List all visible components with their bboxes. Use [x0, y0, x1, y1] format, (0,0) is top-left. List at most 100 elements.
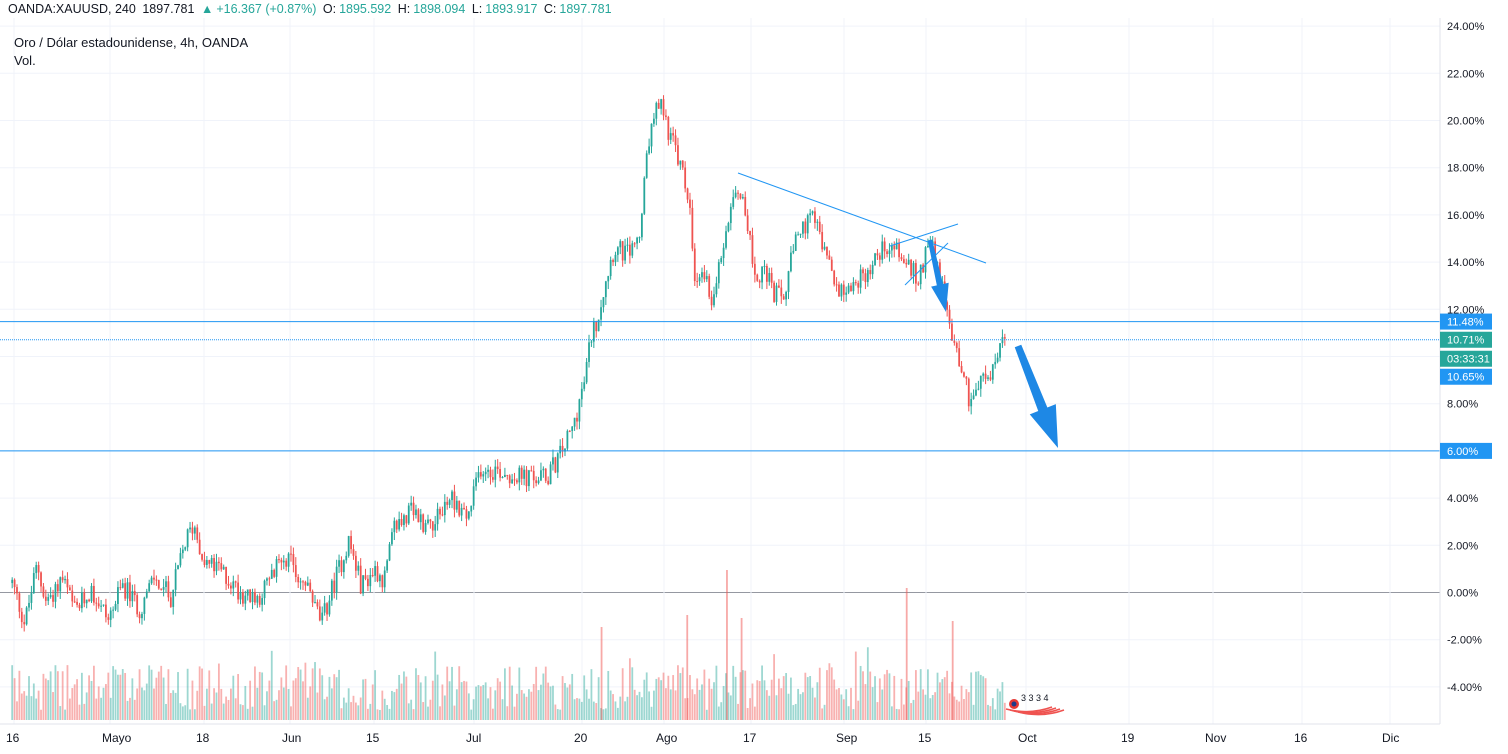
candle-body	[479, 472, 482, 477]
candle-body	[181, 549, 184, 554]
symbol-name[interactable]: OANDA:XAUUSD, 240	[8, 2, 136, 16]
volume-bar	[689, 675, 691, 720]
volume-bar	[448, 681, 451, 720]
candle-body	[876, 253, 879, 256]
candle-body	[287, 553, 290, 567]
candle-body	[20, 611, 23, 623]
volume-bar	[898, 709, 900, 720]
candle-body	[489, 469, 492, 478]
volume-bar	[145, 683, 148, 720]
volume-bar	[460, 682, 463, 720]
volume-bar	[403, 671, 405, 720]
volume-bar	[869, 671, 872, 720]
volume-bar	[556, 709, 559, 720]
volume-bar	[328, 676, 331, 720]
x-tick-label: Jul	[466, 731, 481, 745]
volume-bar	[131, 678, 134, 720]
volume-bar	[237, 674, 240, 720]
volume-bar	[124, 672, 127, 720]
candle-body	[28, 602, 30, 608]
volume-bar	[217, 663, 220, 720]
volume-bar	[592, 701, 595, 720]
candle-body	[833, 270, 836, 285]
candle-body	[71, 590, 74, 602]
y-tick-label: 20.00%	[1447, 116, 1485, 128]
candle-body	[638, 237, 641, 239]
y-tick-label: -2.00%	[1447, 635, 1482, 647]
candle-body	[773, 282, 775, 302]
volume-bar	[850, 687, 852, 720]
candle-body	[814, 211, 816, 223]
volume-bar	[80, 672, 83, 720]
candle-body	[429, 519, 432, 522]
candle-body	[398, 519, 401, 530]
volume-bar	[280, 677, 283, 720]
candle-body	[972, 395, 975, 400]
candle-body	[662, 99, 665, 116]
candle-body	[823, 246, 826, 250]
svg-text:6.00%: 6.00%	[1447, 446, 1478, 458]
volume-bar	[559, 709, 562, 720]
candle-body	[153, 577, 155, 580]
candle-body	[64, 579, 66, 581]
series-title[interactable]: Oro / Dólar estadounidense, 4h, OANDA	[14, 35, 249, 50]
volume-legend[interactable]: Vol.	[14, 53, 36, 68]
volume-bar	[799, 694, 802, 720]
candle-body	[927, 245, 929, 248]
volume-bar	[458, 666, 461, 720]
candle-body	[463, 507, 465, 510]
chart-legend: Oro / Dólar estadounidense, 4h, OANDA Vo…	[14, 35, 248, 71]
candle-body	[513, 479, 516, 481]
volume-bar	[391, 690, 393, 720]
volume-bar	[494, 690, 497, 720]
candle-body	[715, 283, 718, 295]
volume-bar	[528, 689, 530, 720]
volume-bar	[179, 703, 182, 720]
candle-body	[614, 254, 617, 263]
volume-bar	[886, 669, 888, 720]
volume-bar	[359, 697, 362, 720]
candle-body	[357, 565, 360, 571]
candle-body	[280, 559, 283, 563]
event-wave	[1013, 708, 1061, 715]
volume-bar	[914, 670, 917, 720]
candle-body	[669, 133, 672, 140]
candle-body	[162, 587, 165, 590]
candle-body	[588, 342, 590, 362]
volume-bar	[181, 706, 184, 720]
volume-bar	[701, 684, 703, 720]
candle-body	[136, 595, 139, 615]
candle-body	[362, 575, 364, 594]
volume-bar	[804, 672, 807, 720]
candle-body	[838, 284, 840, 297]
candle-body	[338, 560, 340, 567]
candle-body	[352, 549, 355, 556]
volume-bar	[465, 681, 468, 720]
low-label: L:	[471, 2, 483, 16]
candle-body	[470, 505, 473, 512]
volume-bar	[876, 702, 879, 720]
candle-body	[227, 583, 230, 586]
volume-bar	[516, 693, 518, 720]
volume-bar	[254, 666, 256, 720]
volume-bar	[542, 673, 545, 720]
price-change-up-icon: ▲	[200, 2, 214, 16]
volume-bar	[583, 675, 586, 720]
horizontal-lines	[0, 321, 1440, 452]
volume-bar	[739, 672, 742, 720]
candle-body	[179, 553, 182, 566]
volume-bar	[393, 692, 396, 720]
volume-bar	[854, 651, 857, 720]
candle-body	[311, 591, 314, 603]
volume-bar	[674, 690, 677, 720]
volume-bar	[366, 708, 369, 720]
candle-body	[451, 491, 453, 501]
volume-bar	[814, 697, 816, 720]
volume-bar	[878, 678, 881, 720]
countdown-tag: 03:33:31	[1440, 350, 1492, 367]
candle-body	[415, 509, 417, 516]
trend-line	[904, 242, 949, 286]
volume-bar	[741, 670, 744, 720]
low-value: 1893.917	[485, 2, 538, 16]
